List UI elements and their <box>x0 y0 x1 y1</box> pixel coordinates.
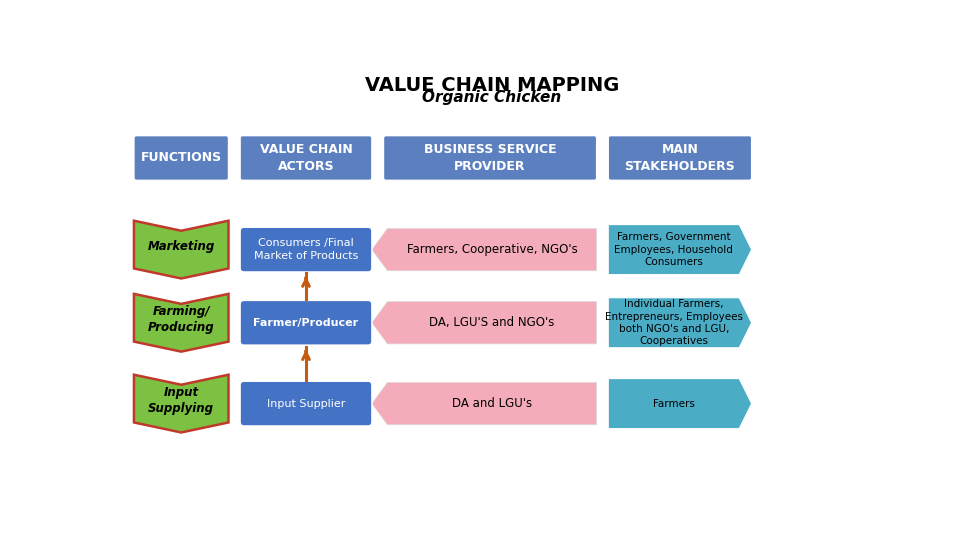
Polygon shape <box>609 379 752 429</box>
Text: BUSINESS SERVICE
PROVIDER: BUSINESS SERVICE PROVIDER <box>423 143 557 173</box>
Text: VALUE CHAIN MAPPING: VALUE CHAIN MAPPING <box>365 76 619 96</box>
Text: Farmers, Cooperative, NGO's: Farmers, Cooperative, NGO's <box>407 243 577 256</box>
FancyBboxPatch shape <box>240 227 372 272</box>
Polygon shape <box>609 298 752 348</box>
Polygon shape <box>372 301 596 344</box>
Text: Consumers /Final
Market of Products: Consumers /Final Market of Products <box>253 238 358 261</box>
Text: Input Supplier: Input Supplier <box>267 399 346 409</box>
Polygon shape <box>134 221 228 279</box>
Polygon shape <box>372 382 596 425</box>
Text: FUNCTIONS: FUNCTIONS <box>141 151 222 165</box>
Text: Farmers, Government
Employees, Household
Consumers: Farmers, Government Employees, Household… <box>614 232 733 267</box>
Text: DA, LGU'S and NGO's: DA, LGU'S and NGO's <box>429 316 555 329</box>
Polygon shape <box>134 294 228 352</box>
Polygon shape <box>372 228 596 271</box>
Text: MAIN
STAKEHOLDERS: MAIN STAKEHOLDERS <box>625 143 735 173</box>
Text: Farmer/Producer: Farmer/Producer <box>253 318 359 328</box>
Text: Individual Farmers,
Entrepreneurs, Employees
both NGO's and LGU,
Cooperatives: Individual Farmers, Entrepreneurs, Emplo… <box>605 299 743 346</box>
Text: DA and LGU's: DA and LGU's <box>452 397 532 410</box>
FancyBboxPatch shape <box>240 136 372 180</box>
Text: VALUE CHAIN
ACTORS: VALUE CHAIN ACTORS <box>259 143 352 173</box>
Polygon shape <box>134 375 228 433</box>
FancyBboxPatch shape <box>609 136 752 180</box>
Text: Farming/
Producing: Farming/ Producing <box>148 305 214 334</box>
Text: Organic Chicken: Organic Chicken <box>422 90 562 105</box>
Polygon shape <box>609 225 752 275</box>
FancyBboxPatch shape <box>240 300 372 345</box>
FancyBboxPatch shape <box>240 381 372 426</box>
FancyBboxPatch shape <box>134 136 228 180</box>
Text: Input
Supplying: Input Supplying <box>148 386 214 415</box>
FancyBboxPatch shape <box>383 136 596 180</box>
Text: Farmers: Farmers <box>653 399 695 409</box>
Text: Marketing: Marketing <box>148 240 215 253</box>
